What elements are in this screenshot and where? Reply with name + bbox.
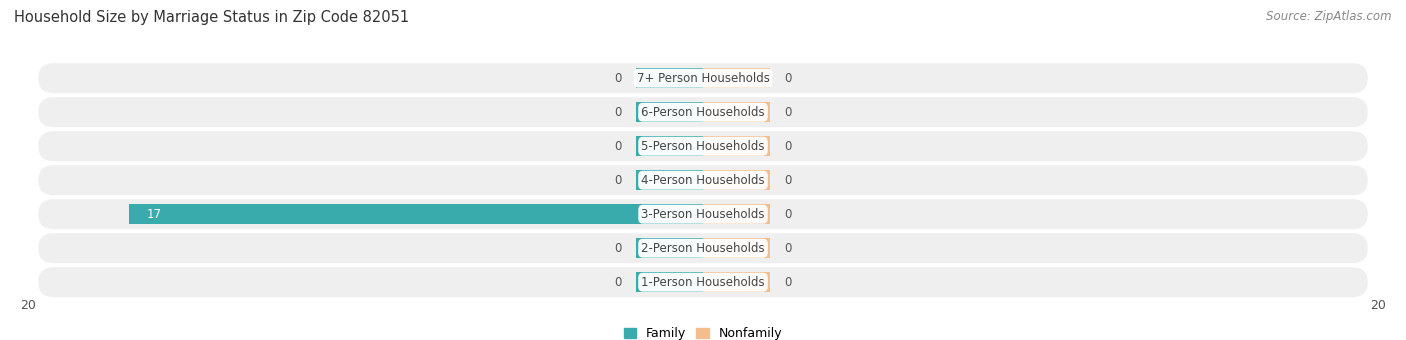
Bar: [636, 136, 703, 156]
Bar: [636, 238, 703, 258]
FancyBboxPatch shape: [38, 97, 1368, 127]
Bar: [703, 204, 770, 224]
Text: 0: 0: [785, 242, 792, 255]
Bar: [636, 68, 703, 88]
Bar: [703, 102, 770, 122]
Text: 0: 0: [785, 106, 792, 119]
Text: Source: ZipAtlas.com: Source: ZipAtlas.com: [1267, 10, 1392, 23]
Text: 0: 0: [614, 242, 621, 255]
Text: 0: 0: [614, 106, 621, 119]
Bar: [703, 68, 770, 88]
Text: 0: 0: [785, 174, 792, 187]
Bar: [636, 170, 703, 190]
Text: 0: 0: [785, 276, 792, 289]
Text: 7+ Person Households: 7+ Person Households: [637, 72, 769, 85]
Text: 0: 0: [785, 208, 792, 221]
Text: 0: 0: [614, 174, 621, 187]
FancyBboxPatch shape: [38, 63, 1368, 93]
Text: 0: 0: [614, 72, 621, 85]
Text: 20: 20: [20, 299, 37, 312]
FancyBboxPatch shape: [38, 199, 1368, 229]
Text: 0: 0: [785, 140, 792, 153]
Bar: [703, 238, 770, 258]
Text: 2-Person Households: 2-Person Households: [641, 242, 765, 255]
Text: 0: 0: [614, 276, 621, 289]
Bar: [636, 102, 703, 122]
Bar: [703, 170, 770, 190]
Text: 3-Person Households: 3-Person Households: [641, 208, 765, 221]
Text: 20: 20: [1369, 299, 1386, 312]
Text: 0: 0: [614, 140, 621, 153]
FancyBboxPatch shape: [38, 233, 1368, 263]
Text: Household Size by Marriage Status in Zip Code 82051: Household Size by Marriage Status in Zip…: [14, 10, 409, 25]
Text: 4-Person Households: 4-Person Households: [641, 174, 765, 187]
Text: 1-Person Households: 1-Person Households: [641, 276, 765, 289]
Text: 5-Person Households: 5-Person Households: [641, 140, 765, 153]
Bar: [703, 272, 770, 292]
FancyBboxPatch shape: [38, 165, 1368, 195]
FancyBboxPatch shape: [38, 267, 1368, 297]
Bar: [703, 136, 770, 156]
Text: 17: 17: [146, 208, 162, 221]
Text: 6-Person Households: 6-Person Households: [641, 106, 765, 119]
Legend: Family, Nonfamily: Family, Nonfamily: [619, 322, 787, 340]
Bar: [636, 272, 703, 292]
Bar: [129, 204, 703, 224]
Text: 0: 0: [785, 72, 792, 85]
FancyBboxPatch shape: [38, 131, 1368, 161]
